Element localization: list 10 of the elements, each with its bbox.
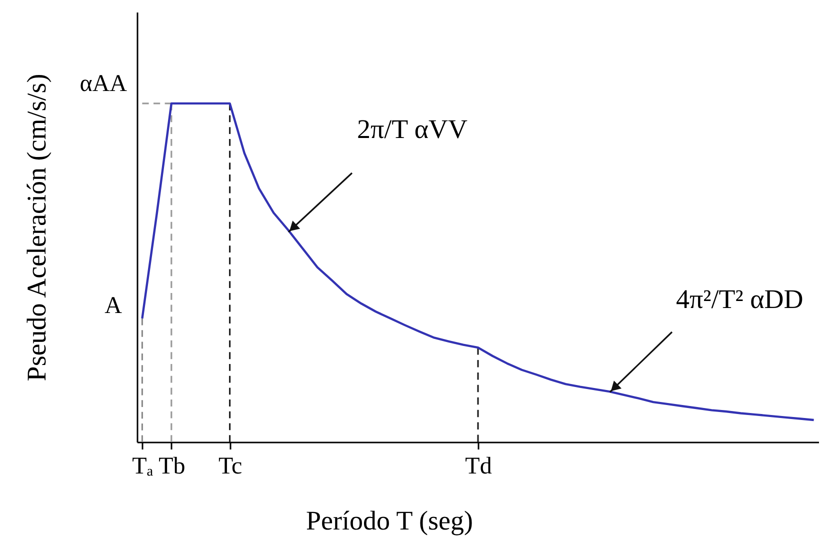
text: αAA — [80, 71, 128, 97]
x-tick-label: Tc — [218, 454, 242, 480]
annotation: 2π/T αVV — [357, 114, 468, 144]
x-tick-label: Tₐ — [132, 454, 154, 480]
annotation: 4π²/T² αDD — [676, 284, 804, 314]
x-axis-title: Período T (seg) — [306, 506, 473, 536]
text: A — [104, 293, 123, 319]
x-tick-label: Tb — [158, 454, 186, 480]
x-tick-label: Td — [465, 454, 492, 480]
y-axis-title: Pseudo Aceleración (cm/s/s) — [22, 74, 52, 382]
